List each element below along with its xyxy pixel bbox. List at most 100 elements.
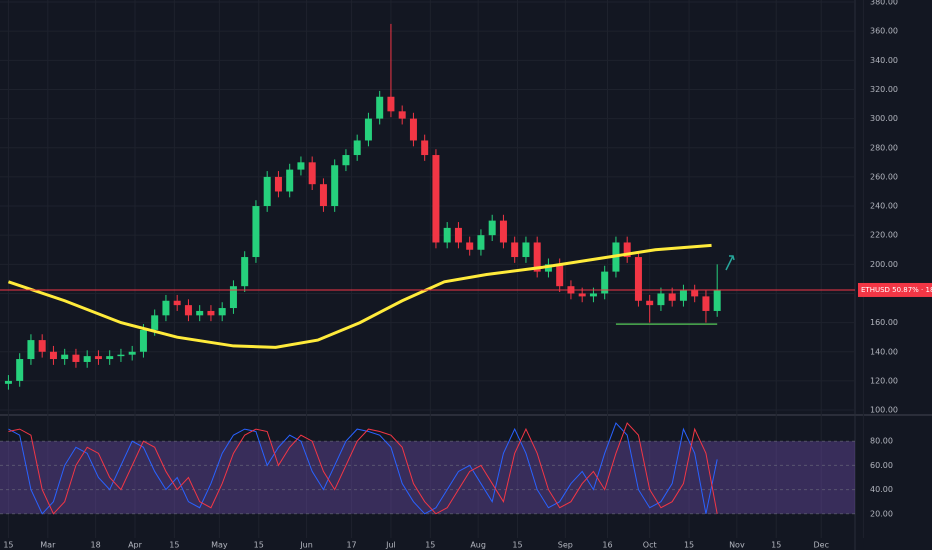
candle-body — [409, 118, 417, 141]
x-tick-label: 15 — [169, 541, 179, 550]
candle-body — [634, 257, 642, 301]
overlay-line — [7, 243, 712, 349]
y-tick-label: 360.00 — [870, 27, 898, 36]
candle-body — [117, 354, 125, 357]
candle-body — [668, 293, 676, 301]
candle-body — [443, 227, 451, 243]
y-tick-label: 100.00 — [870, 406, 898, 415]
y-tick-label: 280.00 — [870, 143, 898, 152]
x-tick-label: 15 — [254, 541, 264, 550]
arrow — [725, 255, 735, 271]
candle-body — [83, 356, 91, 362]
y-tick-label: 220.00 — [870, 231, 898, 240]
candle-body — [432, 155, 440, 243]
candle-body — [218, 308, 226, 316]
candle-body — [331, 165, 339, 207]
candle-body — [128, 351, 136, 355]
candle-body — [466, 242, 474, 250]
candle-body — [533, 242, 541, 272]
x-tick-label: Oct — [643, 541, 657, 550]
x-tick-label: 18 — [91, 541, 101, 550]
x-tick-label: Mar — [40, 541, 56, 550]
candle-body — [94, 356, 102, 360]
y-tick-label: 340.00 — [870, 56, 898, 65]
y-tick-label: 260.00 — [870, 172, 898, 181]
y-tick-label: 160.00 — [870, 318, 898, 327]
x-tick-label: May — [211, 541, 228, 550]
x-tick-label: 15 — [684, 541, 694, 550]
x-tick-label: Sep — [558, 541, 573, 550]
candle-body — [511, 242, 519, 258]
x-tick-label: 17 — [346, 541, 356, 550]
x-tick-label: Aug — [470, 541, 486, 550]
candle-body — [657, 293, 665, 306]
candle-body — [184, 305, 192, 316]
y-tick-label: 40.00 — [870, 485, 893, 494]
x-tick-label: Apr — [128, 541, 143, 550]
candle-body — [139, 329, 147, 352]
x-tick-label: 16 — [602, 541, 612, 550]
candle-body — [49, 351, 57, 360]
candle-body — [16, 359, 24, 381]
candle-body — [162, 300, 170, 316]
candle-body — [589, 293, 597, 297]
candle-body — [376, 96, 384, 119]
y-tick-label: 320.00 — [870, 85, 898, 94]
candle-body — [196, 310, 204, 316]
candle-body — [173, 300, 181, 306]
candle-body — [601, 271, 609, 294]
candle-body — [522, 242, 530, 258]
candle-body — [106, 356, 114, 360]
price-label-box — [858, 282, 932, 297]
candle-body — [477, 235, 485, 250]
candle-body — [319, 184, 327, 207]
y-tick-label: 300.00 — [870, 114, 898, 123]
candle-body — [38, 340, 46, 352]
y-tick-label: 200.00 — [870, 260, 898, 269]
y-tick-label: 140.00 — [870, 347, 898, 356]
candle-body — [454, 227, 462, 243]
candle-body — [263, 176, 271, 207]
candle-body — [61, 354, 69, 360]
candle-body — [702, 296, 710, 311]
candle-body — [353, 140, 361, 156]
candle-body — [499, 220, 507, 243]
candle-body — [207, 310, 215, 316]
x-tick-label: Dec — [814, 541, 829, 550]
y-tick-label: 380.00 — [870, 0, 898, 7]
band — [0, 441, 855, 514]
series-line — [8, 422, 718, 515]
x-tick-label: Jul — [385, 541, 396, 550]
candle-body — [623, 242, 631, 258]
candle-body — [421, 140, 429, 156]
x-tick-label: 15 — [512, 541, 522, 550]
candle-body — [286, 169, 294, 192]
candle-body — [151, 315, 159, 330]
candle-body — [72, 354, 80, 362]
y-tick-label: 240.00 — [870, 202, 898, 211]
candle-body — [646, 300, 654, 306]
y-tick-label: 80.00 — [870, 437, 893, 446]
candle-body — [27, 340, 35, 360]
candle-body — [229, 286, 237, 309]
candle-body — [274, 176, 282, 192]
x-tick-label: Nov — [729, 541, 745, 550]
y-tick-label: 60.00 — [870, 461, 893, 470]
y-tick-label: 20.00 — [870, 509, 893, 518]
candle-body — [578, 293, 586, 297]
series-line — [8, 422, 718, 515]
candle-body — [364, 118, 372, 141]
candle-body — [241, 257, 249, 287]
y-tick-label: 120.00 — [870, 376, 898, 385]
candle-body — [691, 290, 699, 297]
candle-body — [252, 206, 260, 258]
x-tick-label: 15 — [771, 541, 781, 550]
candle-body — [4, 380, 12, 384]
candle-body — [713, 290, 721, 311]
x-tick-label: Jun — [299, 541, 313, 550]
price-label: ETHUSD 50.87% · 182.40 — [861, 286, 932, 294]
candle-body — [308, 162, 316, 185]
candle-body — [297, 162, 305, 170]
